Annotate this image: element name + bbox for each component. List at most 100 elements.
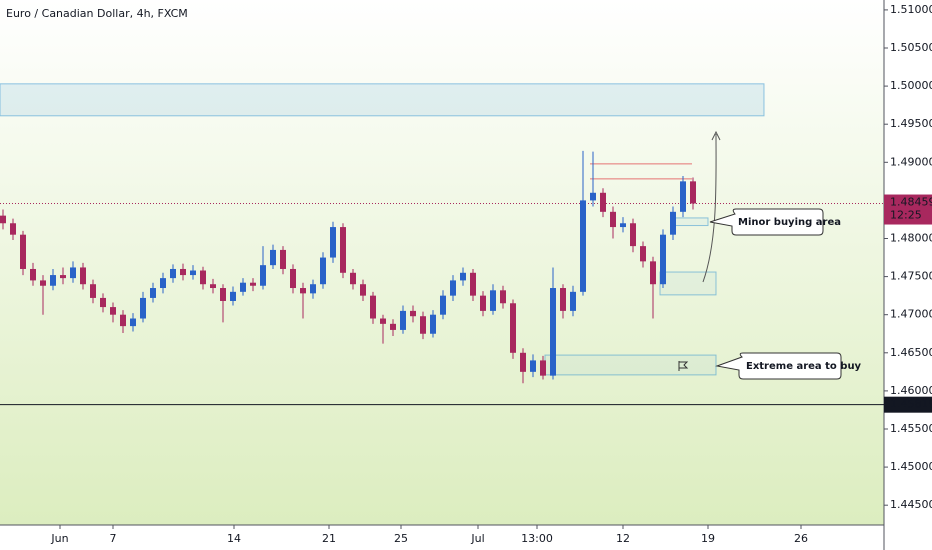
candle-body xyxy=(470,272,476,296)
candle-body xyxy=(160,278,166,289)
plot-layer xyxy=(0,83,884,406)
candle-body xyxy=(610,211,616,228)
candle-body xyxy=(340,227,346,273)
candle-body xyxy=(300,288,306,294)
candle-body xyxy=(650,261,656,285)
candle-body xyxy=(150,288,156,298)
zone xyxy=(671,217,709,227)
candle-body xyxy=(350,272,356,285)
candle-body xyxy=(310,284,316,294)
y-tick-label: 1.51000 xyxy=(890,3,932,16)
time-axis-background xyxy=(0,525,884,550)
candle-body xyxy=(10,223,16,235)
candle-body xyxy=(530,360,536,372)
candle-body xyxy=(620,223,626,228)
candle-body xyxy=(550,288,556,376)
candle-body xyxy=(240,282,246,292)
candle-body xyxy=(40,280,46,286)
y-tick-label: 1.46000 xyxy=(890,384,932,397)
candle-body xyxy=(270,249,276,266)
candle-body xyxy=(500,290,506,304)
candle-body xyxy=(180,268,186,276)
candle-body xyxy=(380,318,386,324)
x-tick-label: 14 xyxy=(227,532,241,545)
candle-body xyxy=(540,360,546,376)
zone xyxy=(659,271,717,296)
candle-body xyxy=(130,318,136,327)
candle-body xyxy=(400,310,406,330)
y-tick-label: 1.45500 xyxy=(890,422,932,435)
x-tick-label: 7 xyxy=(110,532,117,545)
candle-body xyxy=(70,267,76,279)
candle-body xyxy=(170,268,176,279)
y-tick-label: 1.50000 xyxy=(890,79,932,92)
callout-box xyxy=(715,352,842,380)
candle-body xyxy=(320,257,326,285)
y-tick-label: 1.45000 xyxy=(890,460,932,473)
price-axis-background xyxy=(884,0,932,550)
marked-price-tag xyxy=(884,396,932,413)
callout-box xyxy=(709,208,824,236)
candle-body xyxy=(560,288,566,311)
candle-body xyxy=(390,323,396,330)
candle-body xyxy=(280,249,286,269)
candle-body xyxy=(190,270,196,276)
candle-body xyxy=(680,181,686,212)
y-tick-label: 1.48000 xyxy=(890,231,932,244)
candle-body xyxy=(510,303,516,353)
candle-body xyxy=(230,291,236,301)
candle-body xyxy=(80,267,86,285)
candle-body xyxy=(120,314,126,327)
candle-body xyxy=(110,307,116,315)
candle-body xyxy=(450,280,456,296)
candle-body xyxy=(600,192,606,212)
y-tick-label: 1.49500 xyxy=(890,117,932,130)
last-price-label: 1.48459 xyxy=(890,196,932,209)
candle-body xyxy=(430,314,436,334)
y-tick-label: 1.49000 xyxy=(890,155,932,168)
callout-text: Minor buying area xyxy=(738,217,841,228)
callout-text: Extreme area to buy xyxy=(746,361,862,372)
candle-body xyxy=(330,227,336,258)
candle-body xyxy=(220,288,226,301)
flag-icon xyxy=(678,361,689,371)
candle-body xyxy=(630,223,636,247)
candle-body xyxy=(360,284,366,296)
candle-body xyxy=(420,316,426,334)
candle-body xyxy=(0,215,6,224)
y-tick-label: 1.47000 xyxy=(890,308,932,321)
x-tick-label: Jun xyxy=(50,532,68,545)
candle-body xyxy=(640,246,646,262)
x-tick-label: 26 xyxy=(794,532,808,545)
candle-body xyxy=(50,275,56,286)
x-tick-label: Jul xyxy=(470,532,484,545)
candle-body xyxy=(210,284,216,289)
candle-body xyxy=(100,297,106,308)
candle-body xyxy=(520,352,526,372)
candle-body xyxy=(690,181,696,204)
projection-arrow xyxy=(702,133,717,283)
candle-body xyxy=(250,282,256,286)
y-tick-label: 1.50500 xyxy=(890,41,932,54)
y-tick-label: 1.46500 xyxy=(890,346,932,359)
x-tick-label: 19 xyxy=(701,532,715,545)
candle-body xyxy=(140,297,146,319)
candle-body xyxy=(660,234,666,285)
candle-body xyxy=(370,295,376,319)
last-price-tag xyxy=(884,194,932,225)
x-tick-label: 12 xyxy=(616,532,630,545)
zone xyxy=(0,83,765,117)
marked-price-label: 1.45819 xyxy=(890,398,932,411)
candle-body xyxy=(20,234,26,269)
candle-body xyxy=(440,295,446,315)
candle-body xyxy=(410,310,416,317)
y-tick-label: 1.44500 xyxy=(890,498,932,511)
candle-body xyxy=(290,268,296,289)
arrow-head xyxy=(711,130,721,141)
candle-body xyxy=(30,268,36,281)
candle-body xyxy=(480,295,486,311)
candle-body xyxy=(60,275,66,279)
candle-body xyxy=(570,291,576,311)
x-tick-label: 25 xyxy=(394,532,408,545)
